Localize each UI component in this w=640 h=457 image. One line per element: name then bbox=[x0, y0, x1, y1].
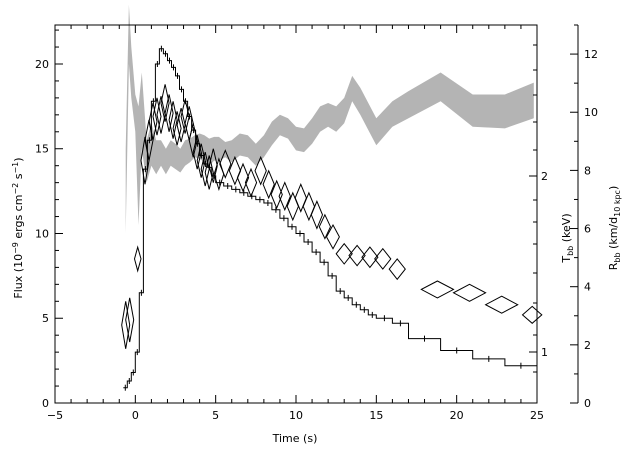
x-axis-label: Time (s) bbox=[272, 432, 318, 445]
radius-diamond-point bbox=[244, 167, 258, 198]
y2-axis-label: Tbb (keV) bbox=[560, 213, 575, 263]
radius-diamond-point bbox=[176, 107, 186, 143]
y-tick-label: 5 bbox=[42, 312, 49, 325]
y-tick-label: 20 bbox=[35, 58, 49, 71]
y3-tick-label: 8 bbox=[584, 164, 591, 177]
radius-diamond-point bbox=[270, 179, 283, 210]
radius-diamond-point bbox=[196, 143, 206, 178]
temperature-band bbox=[125, 4, 534, 234]
radius-diamond-point bbox=[156, 96, 166, 134]
y3-tick-label: 6 bbox=[584, 223, 591, 236]
y3-tick-label: 0 bbox=[584, 397, 591, 410]
radius-diamond-point bbox=[310, 199, 324, 230]
y-tick-label: 0 bbox=[42, 397, 49, 410]
radius-diamond-point bbox=[294, 182, 307, 213]
band-series-layer bbox=[125, 4, 534, 234]
radius-diamond-point bbox=[200, 151, 210, 187]
radius-diamond-point bbox=[262, 169, 275, 200]
x-tick-label: 0 bbox=[132, 409, 139, 422]
y3-tick-label: 4 bbox=[584, 281, 591, 294]
y3-tick-label: 10 bbox=[584, 106, 598, 119]
radius-diamond-point bbox=[152, 97, 162, 136]
y3-tick-label: 2 bbox=[584, 339, 591, 352]
radius-diamond-point bbox=[148, 102, 158, 141]
radius-diamond-point bbox=[168, 101, 178, 139]
y-tick-label: 15 bbox=[35, 143, 49, 156]
radius-diamond-point bbox=[254, 155, 267, 186]
radius-diamond-point bbox=[521, 305, 543, 324]
radius-diamond-point bbox=[420, 280, 455, 299]
radius-diamond-point bbox=[121, 301, 131, 349]
radius-diamond-point bbox=[286, 191, 299, 222]
radius-diamond-point bbox=[219, 149, 232, 179]
x-tick-label: 25 bbox=[530, 409, 544, 422]
radius-diamond-point bbox=[452, 283, 487, 302]
radius-diamond-point bbox=[302, 191, 316, 222]
radius-diamond-point bbox=[208, 148, 218, 183]
x-tick-label: 5 bbox=[212, 409, 219, 422]
y-tick-label: 10 bbox=[35, 227, 49, 240]
x-tick-label: 10 bbox=[289, 409, 303, 422]
radius-diamond-point bbox=[160, 84, 170, 122]
radius-diamond-point bbox=[348, 244, 366, 267]
radius-diamond-point bbox=[188, 123, 198, 158]
x-tick-label: −5 bbox=[47, 409, 63, 422]
radius-diamond-point bbox=[164, 94, 174, 132]
y2-tick-label: 2 bbox=[541, 170, 548, 183]
y3-axis-label: Rbb (km/d10 kpc) bbox=[607, 186, 622, 271]
radius-diamond-point bbox=[361, 246, 379, 269]
radius-diamond-point bbox=[204, 155, 214, 190]
radius-diamond-point bbox=[335, 242, 353, 265]
y-axis-label: Flux (10−9 ergs cm−2 s−1) bbox=[11, 157, 25, 298]
x-tick-label: 15 bbox=[369, 409, 383, 422]
radius-diamond-point bbox=[125, 297, 135, 343]
radius-diamond-point bbox=[236, 162, 250, 193]
y3-tick-label: 12 bbox=[584, 48, 598, 61]
radius-diamond-point bbox=[133, 245, 142, 273]
radius-diamond-point bbox=[228, 155, 242, 186]
radius-diamond-point bbox=[172, 111, 182, 146]
radius-diamond-point bbox=[484, 295, 519, 314]
radius-diamond-point bbox=[278, 181, 291, 212]
radius-diamond-point bbox=[374, 247, 392, 270]
radius-diamond-point bbox=[388, 258, 406, 281]
x-tick-label: 20 bbox=[450, 409, 464, 422]
y2-tick-label: 1 bbox=[541, 346, 548, 359]
radius-diamond-point bbox=[318, 213, 332, 240]
radius-diamond-point bbox=[192, 135, 202, 170]
diamond-series-layer bbox=[121, 84, 543, 349]
radius-diamond-point bbox=[325, 223, 340, 250]
